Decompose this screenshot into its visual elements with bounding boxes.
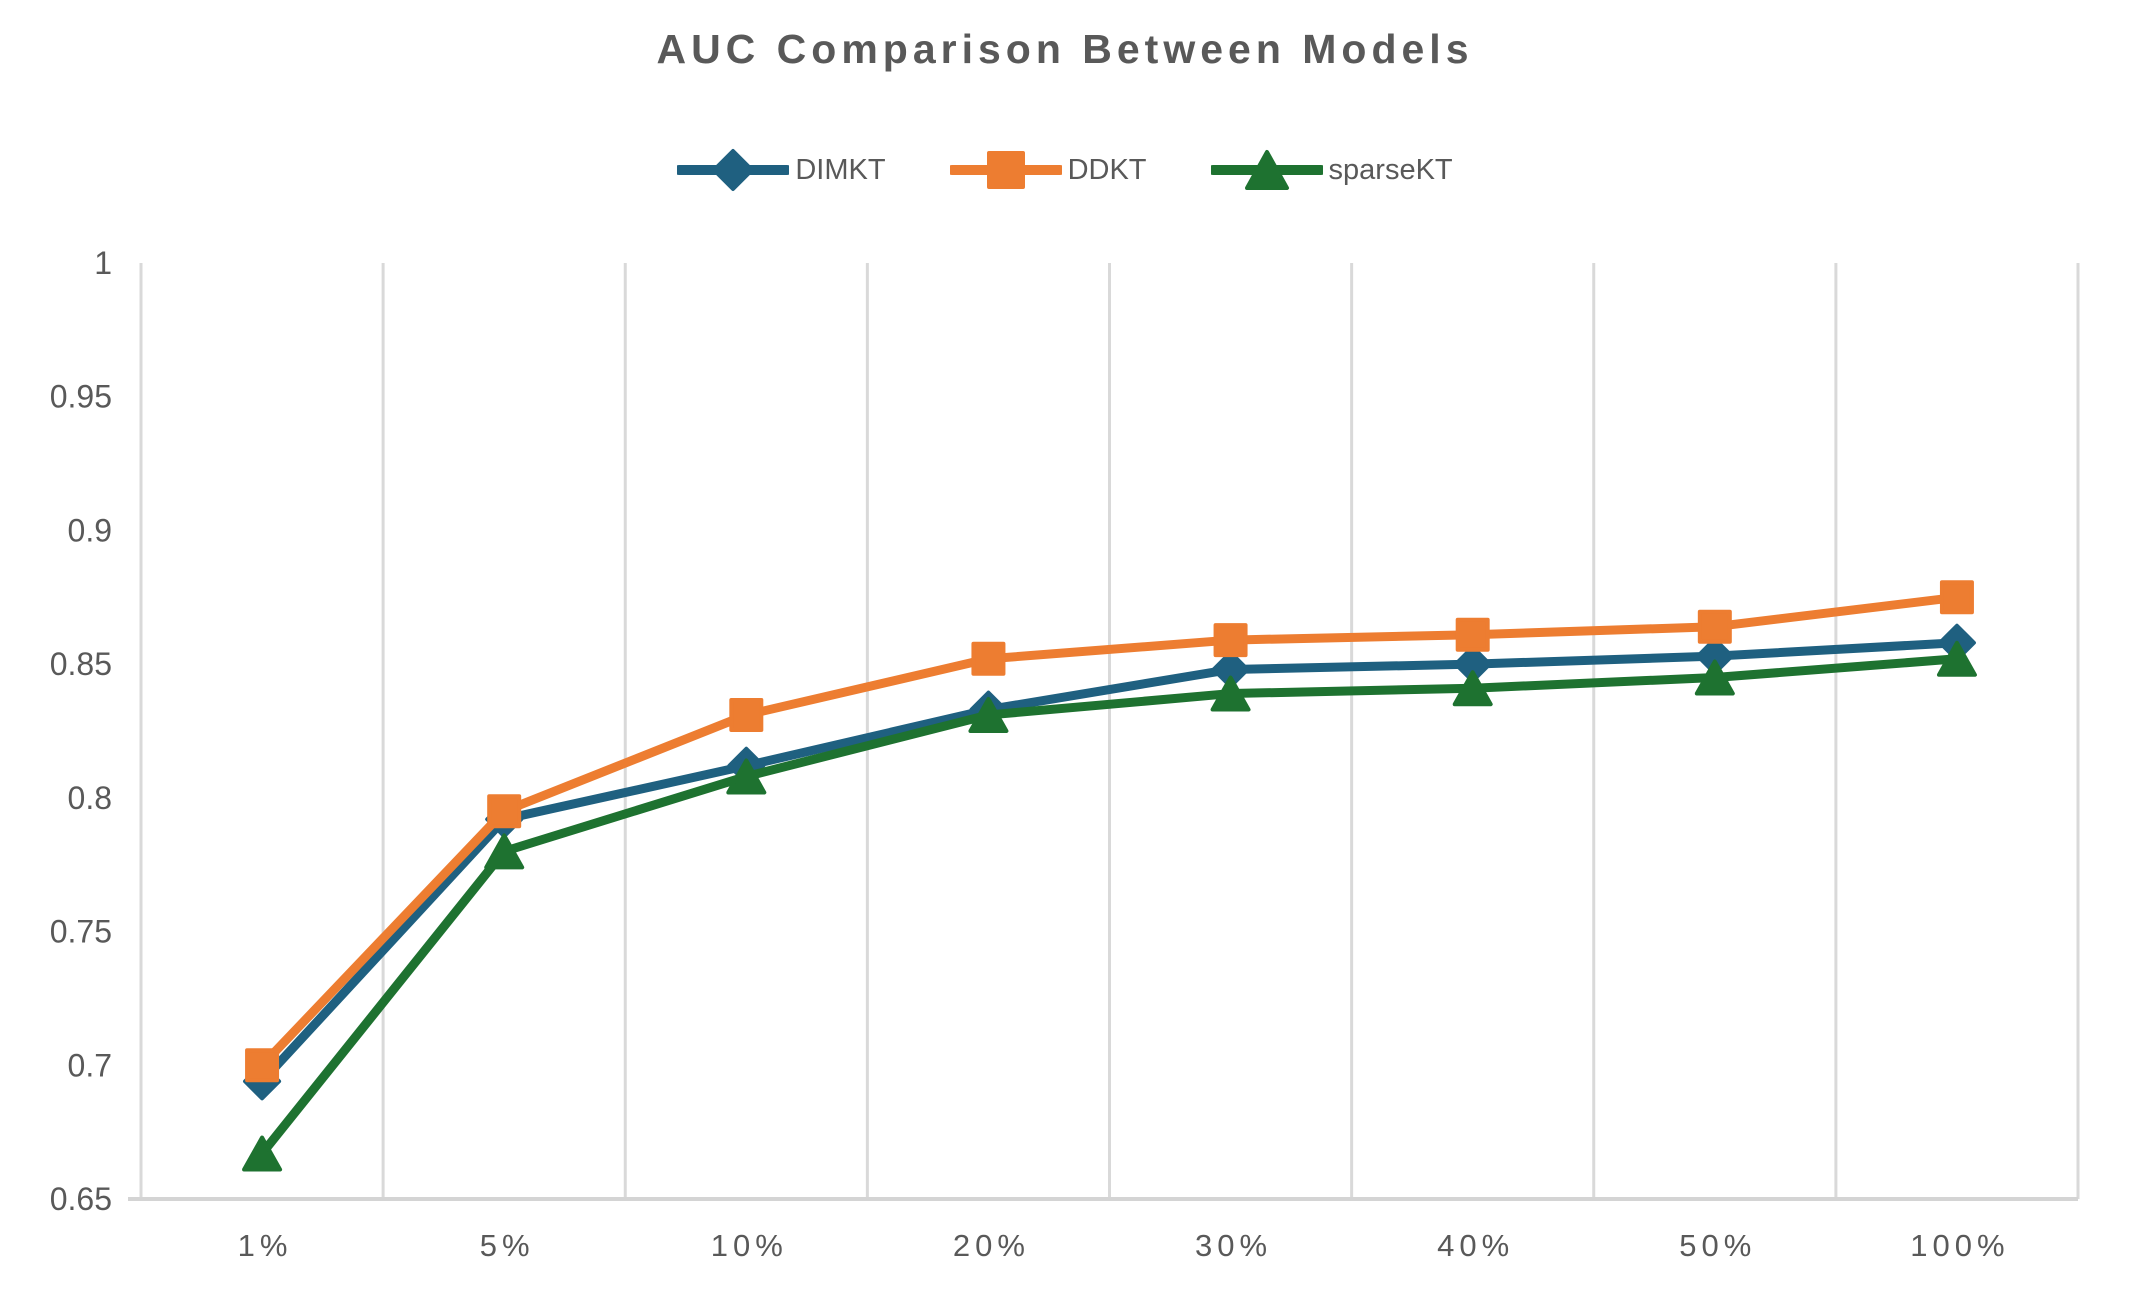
y-tick-label: 1	[94, 245, 112, 281]
legend-item-sparseKT: sparseKT	[1210, 148, 1453, 192]
data-point-sparseKT	[968, 696, 1009, 733]
legend-label: sparseKT	[1328, 153, 1453, 186]
x-tick-label: 30%	[1195, 1228, 1272, 1263]
data-point-sparseKT	[726, 758, 767, 795]
legend-item-DIMKT: DIMKT	[677, 148, 886, 192]
y-tick-label: 0.8	[68, 780, 112, 816]
data-point-DDKT	[1697, 609, 1732, 644]
data-point-DDKT	[971, 641, 1006, 676]
data-point-DDKT	[1213, 623, 1248, 658]
data-point-DDKT	[729, 697, 764, 732]
x-tick-label: 40%	[1437, 1228, 1514, 1263]
data-point-DDKT	[487, 794, 522, 829]
x-tick-label: 1%	[238, 1228, 293, 1263]
series-line-DDKT	[258, 592, 1958, 1069]
chart-title: AUC Comparison Between Models	[656, 26, 1474, 72]
data-point-sparseKT	[1694, 659, 1735, 696]
data-point-sparseKT	[1936, 640, 1977, 677]
legend-item-DDKT: DDKT	[949, 148, 1147, 192]
data-point-sparseKT	[484, 833, 525, 870]
x-tick-label: 50%	[1679, 1228, 1756, 1263]
chart-legend: DIMKT DDKT sparseKT	[0, 148, 2130, 192]
data-point-sparseKT	[1210, 675, 1251, 712]
triangle-legend-marker-icon	[1210, 150, 1323, 190]
data-point-DDKT	[1939, 580, 1974, 615]
data-point-DDKT	[245, 1048, 280, 1083]
y-tick-label: 0.75	[50, 914, 112, 950]
x-tick-label: 100%	[1910, 1228, 2009, 1263]
data-point-sparseKT	[1452, 670, 1493, 707]
y-tick-label: 0.7	[68, 1047, 112, 1083]
legend-label: DDKT	[1067, 153, 1147, 186]
data-point-sparseKT	[242, 1135, 283, 1172]
y-tick-label: 0.85	[50, 646, 112, 682]
x-tick-label: 20%	[953, 1228, 1030, 1263]
series-line-sparseKT	[258, 654, 1958, 1157]
series-line-DIMKT	[258, 638, 1958, 1085]
legend-label: DIMKT	[795, 153, 886, 186]
y-tick-label: 0.9	[68, 512, 112, 548]
square-legend-marker-icon	[949, 151, 1062, 189]
data-point-DDKT	[1455, 617, 1490, 652]
x-tick-label: 10%	[711, 1228, 788, 1263]
x-tick-label: 5%	[480, 1228, 535, 1263]
y-tick-label: 0.65	[50, 1181, 112, 1217]
diamond-legend-marker-icon	[677, 149, 790, 191]
y-tick-label: 0.95	[50, 379, 112, 415]
